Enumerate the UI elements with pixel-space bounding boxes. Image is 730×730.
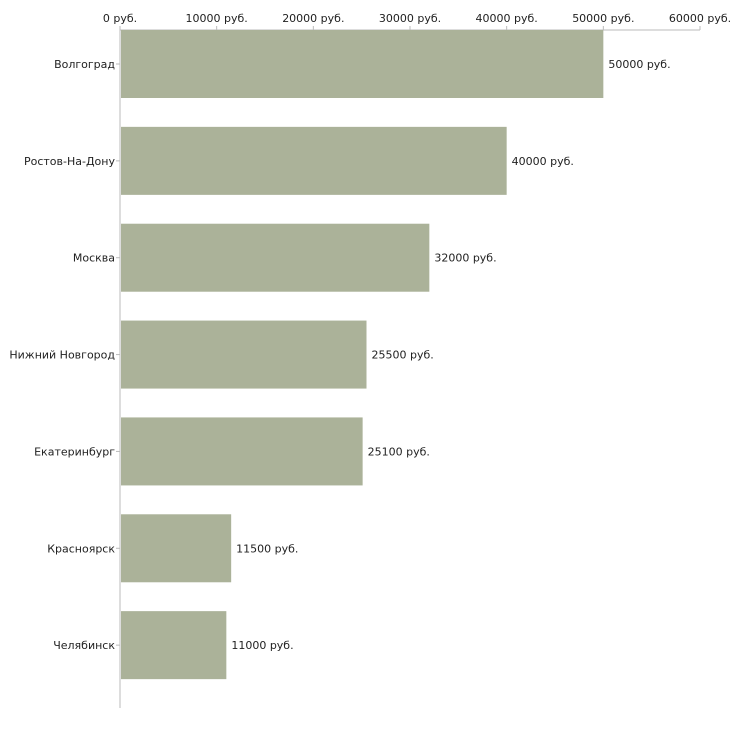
category-label: Екатеринбург (34, 445, 115, 458)
category-label: Нижний Новгород (9, 349, 115, 362)
x-tick-label: 60000 руб. (669, 12, 730, 25)
x-tick-label: 40000 руб. (476, 12, 538, 25)
bar (121, 417, 363, 486)
value-label: 25100 руб. (368, 445, 430, 458)
category-label: Волгоград (54, 58, 115, 71)
value-label: 32000 руб. (434, 252, 496, 265)
value-label: 11000 руб. (231, 639, 293, 652)
bar (121, 30, 604, 98)
x-tick-label: 30000 руб. (379, 12, 441, 25)
value-label: 11500 руб. (236, 542, 298, 555)
category-label: Красноярск (47, 542, 115, 555)
x-tick-label: 0 руб. (103, 12, 137, 25)
bar (121, 223, 430, 292)
bars: 50000 руб. 40000 руб. 32000 руб. 25500 руб.… (121, 30, 671, 680)
category-label: Челябинск (53, 639, 115, 652)
bar (121, 320, 367, 389)
category-label: Ростов-На-Дону (24, 155, 115, 168)
x-tick-label: 20000 руб. (282, 12, 344, 25)
y-axis: Волгоград Ростов-На-Дону Москва Нижний Новг… (9, 30, 121, 708)
x-tick-label: 10000 руб. (186, 12, 248, 25)
x-tick-label: 50000 руб. (572, 12, 634, 25)
bar (121, 514, 232, 583)
x-axis: 0 руб. 10000 руб. 20000 руб. 30000 руб. 4000… (103, 12, 730, 31)
bar (121, 611, 227, 680)
value-label: 25500 руб. (372, 349, 434, 362)
category-label: Москва (73, 252, 115, 265)
value-label: 40000 руб. (512, 155, 574, 168)
value-label: 50000 руб. (608, 58, 670, 71)
bar (121, 126, 507, 195)
